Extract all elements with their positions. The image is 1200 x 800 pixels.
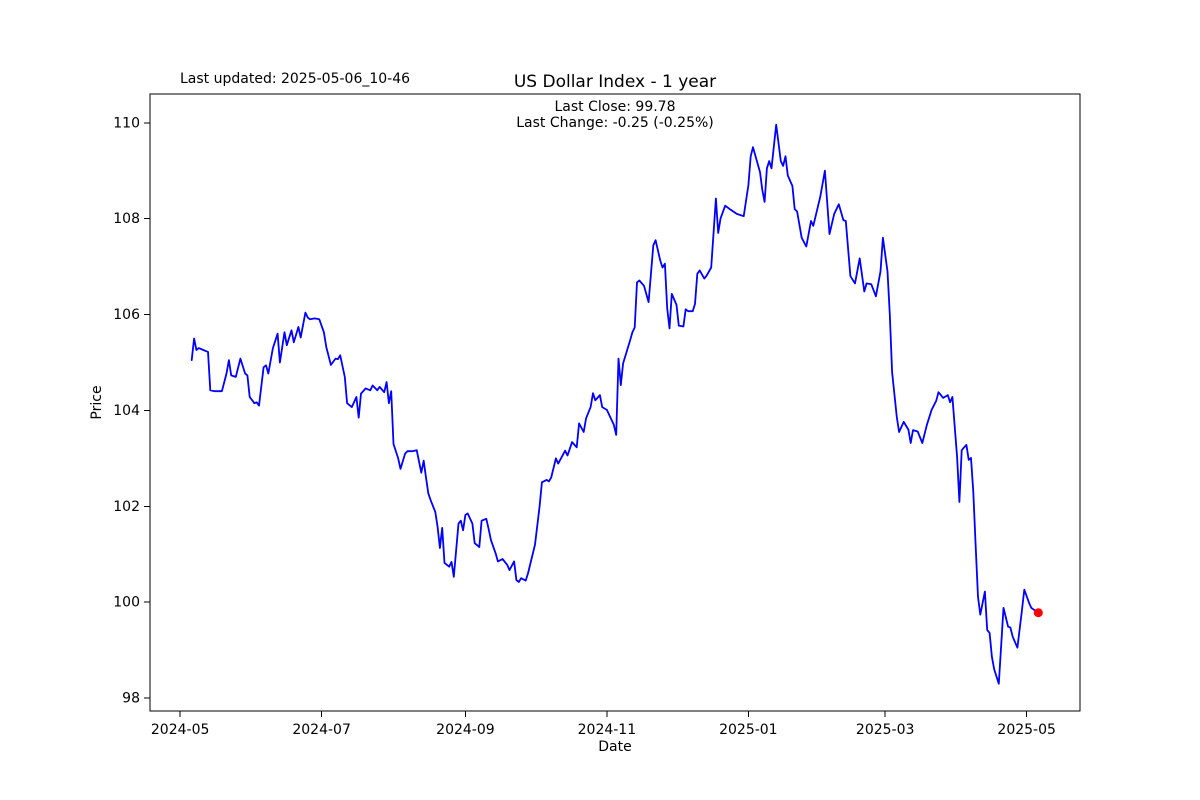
x-tick-label: 2024-05	[151, 722, 210, 738]
chart-title: US Dollar Index - 1 year	[513, 72, 717, 92]
y-tick-label: 98	[122, 691, 140, 707]
y-axis-label: Price	[89, 385, 105, 419]
x-tick-label: 2024-09	[436, 722, 495, 738]
annotation-last-close: Last Close: 99.78	[554, 99, 676, 115]
y-tick-label: 102	[113, 499, 140, 515]
x-tick-label: 2024-11	[578, 722, 637, 738]
x-tick-label: 2025-01	[719, 722, 778, 738]
y-tick-label: 104	[113, 403, 140, 419]
plot-border	[149, 93, 1081, 712]
chart-annotation: Last Close: 99.78 Last Change: -0.25 (-0…	[150, 99, 1080, 131]
y-tick-label: 108	[113, 211, 140, 227]
y-tick-label: 106	[113, 307, 140, 323]
last-point-marker	[1033, 608, 1043, 618]
price-line	[190, 123, 1040, 685]
annotation-last-change: Last Change: -0.25 (-0.25%)	[516, 114, 714, 131]
x-axis-label: Date	[598, 739, 631, 755]
y-tick-label: 110	[113, 115, 140, 131]
last-updated-text: Last updated: 2025-05-06_10-46	[180, 71, 411, 87]
x-tick-label: 2024-07	[292, 722, 351, 738]
x-tick-label: 2025-05	[997, 722, 1056, 738]
x-tick-label: 2025-03	[856, 722, 915, 738]
y-tick-label: 100	[113, 595, 140, 611]
